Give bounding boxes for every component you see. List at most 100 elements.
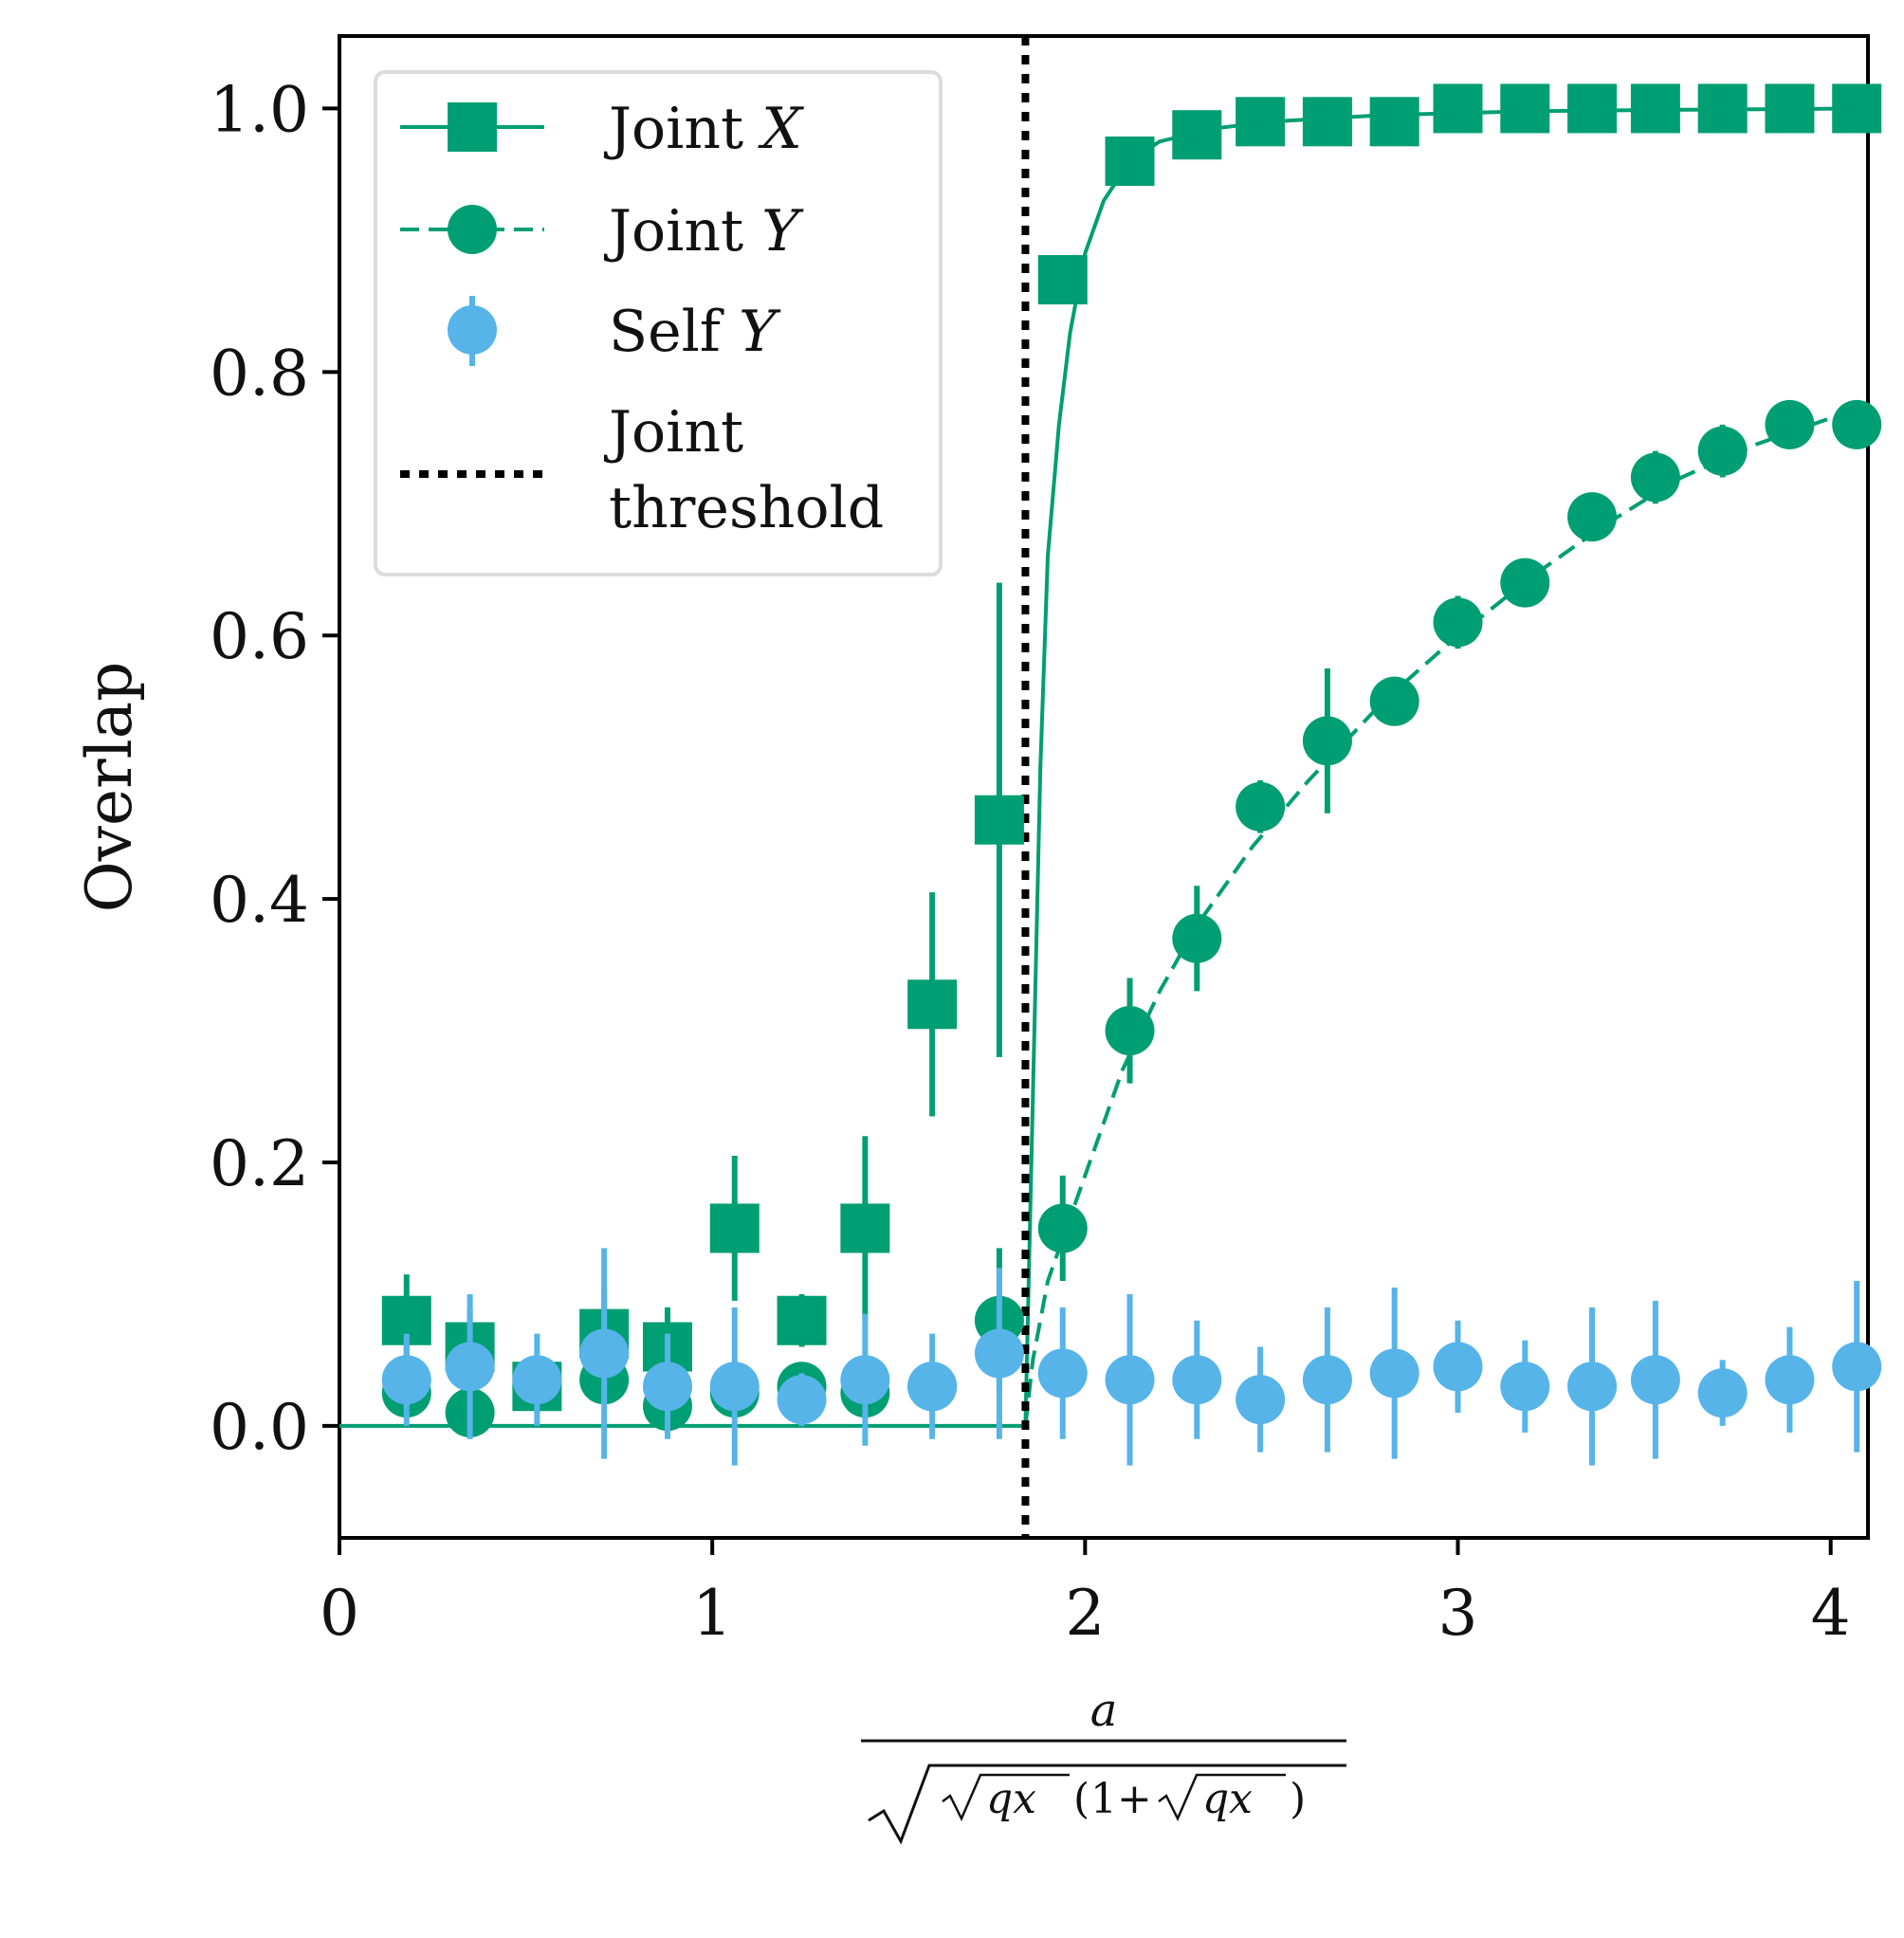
x-tick-label: 4 <box>1811 1577 1851 1650</box>
self-y-point <box>1236 1375 1286 1425</box>
self-y-point <box>445 1342 495 1392</box>
joint-x-point <box>907 979 958 1030</box>
joint-x-theory-curve <box>339 106 1869 1428</box>
joint-x-point <box>1832 83 1882 134</box>
joint-y-point <box>1369 676 1419 726</box>
x-tick-label: 2 <box>1065 1577 1105 1650</box>
legend-self-y-marker <box>448 305 497 355</box>
self-y-point <box>1567 1362 1618 1412</box>
legend-entry-joint-x: Joint X <box>400 96 804 162</box>
joint-x-point <box>1500 83 1550 134</box>
x-label-inner-radical-2 <box>1158 1773 1286 1821</box>
y-tick-label: 0.2 <box>210 1127 309 1200</box>
joint-x-point <box>974 795 1024 845</box>
legend-self-y-label: Self <box>609 299 739 365</box>
x-label-numerator: a <box>1090 1684 1118 1737</box>
self-y-point <box>1172 1355 1222 1405</box>
y-tick-label: 0.0 <box>210 1391 309 1464</box>
joint-x-point <box>1105 137 1155 186</box>
data-points <box>381 83 1882 1466</box>
x-label-one-plus-text: 1+ <box>1090 1775 1152 1823</box>
self-y-point <box>1765 1355 1815 1405</box>
joint-y-point <box>1172 913 1222 963</box>
joint-x-point <box>1433 83 1483 134</box>
x-tick-label: 0 <box>320 1577 359 1650</box>
joint-x-point <box>1302 97 1352 147</box>
joint-x-point <box>840 1203 890 1253</box>
legend-joint-x-var: X <box>758 96 804 162</box>
self-y-point <box>1302 1355 1352 1405</box>
joint-x-point <box>1172 110 1222 160</box>
legend-self-y-var: Y <box>739 299 781 365</box>
legend: Joint X Joint Y Self Y Joint threshold <box>374 70 943 576</box>
joint-y-theory-curve <box>1023 403 1869 1427</box>
joint-x-point <box>1369 97 1419 147</box>
self-y-point <box>709 1362 760 1412</box>
self-y-point <box>579 1328 630 1379</box>
joint-y-point <box>1832 399 1882 449</box>
legend-joint-y-var: Y <box>761 198 804 265</box>
legend-joint-y-label: Joint <box>603 198 761 265</box>
x-label-outer-radical <box>868 1764 1346 1845</box>
joint-x-point <box>1037 255 1088 305</box>
self-y-point <box>907 1362 958 1412</box>
self-y-point <box>1433 1342 1483 1392</box>
legend-joint-x-label: Joint <box>603 96 761 162</box>
x-tick-label: 1 <box>692 1577 732 1650</box>
x-label-one-plus: ( <box>1073 1775 1089 1823</box>
self-y-point <box>974 1328 1024 1379</box>
svg-text:Joint X: Joint X <box>603 96 804 162</box>
self-y-point <box>1369 1348 1419 1399</box>
x-axis-label: a qx ( 1+ qx ) <box>861 1684 1346 1845</box>
x-label-qx-2: qx <box>1202 1775 1253 1823</box>
self-y-point <box>642 1362 692 1412</box>
svg-text:Self Y: Self Y <box>609 299 781 365</box>
self-y-point <box>777 1375 827 1425</box>
x-label-close-paren: ) <box>1290 1775 1306 1823</box>
joint-y-point <box>1765 399 1815 449</box>
self-y-point <box>1630 1355 1680 1405</box>
joint-y-point <box>1037 1203 1088 1253</box>
axis-ticks: 0 1 2 3 4 0.0 0.2 0.4 0.6 0.8 1.0 <box>210 73 1851 1650</box>
self-y-point <box>1105 1355 1155 1405</box>
legend-box <box>374 70 943 576</box>
joint-y-point <box>1630 452 1680 503</box>
self-y-point <box>1832 1342 1882 1392</box>
self-y-point <box>381 1355 431 1405</box>
y-tick-label: 0.8 <box>210 337 309 410</box>
self-y-point <box>512 1355 562 1405</box>
joint-x-point <box>1630 83 1680 134</box>
joint-x-point <box>1697 83 1748 134</box>
y-tick-label: 0.4 <box>210 864 309 937</box>
legend-threshold-label-2: threshold <box>609 475 884 541</box>
joint-x-point <box>1567 83 1618 134</box>
y-axis-label: Overlap <box>73 662 146 913</box>
joint-x-point <box>1765 83 1815 134</box>
x-tick-label: 3 <box>1438 1577 1478 1650</box>
self-y-point <box>840 1355 890 1405</box>
legend-entry-joint-y: Joint Y <box>400 198 804 265</box>
svg-text:Joint Y: Joint Y <box>603 198 804 265</box>
joint-y-point <box>1433 597 1483 648</box>
y-tick-label: 1.0 <box>210 73 309 146</box>
joint-y-point <box>1500 558 1550 608</box>
legend-entry-self-y: Self Y <box>448 296 781 366</box>
joint-x-point <box>777 1295 827 1345</box>
joint-x-point <box>709 1203 760 1253</box>
y-tick-label: 0.6 <box>210 600 309 673</box>
joint-y-point <box>1105 1006 1155 1056</box>
joint-y-point <box>1697 426 1748 476</box>
self-y-point <box>1037 1348 1088 1399</box>
legend-entry-threshold: Joint threshold <box>400 399 884 541</box>
joint-y-point <box>1302 716 1352 766</box>
x-label-qx-1: qx <box>986 1775 1036 1823</box>
x-label-inner-radical-1 <box>942 1773 1070 1821</box>
legend-joint-y-marker <box>448 205 497 254</box>
joint-y-point <box>1236 781 1286 832</box>
self-y-point <box>1500 1362 1550 1412</box>
joint-x-point <box>1236 97 1286 147</box>
self-y-point <box>1697 1368 1748 1418</box>
legend-threshold-label-1: Joint <box>603 399 743 466</box>
joint-y-point <box>1567 492 1618 542</box>
